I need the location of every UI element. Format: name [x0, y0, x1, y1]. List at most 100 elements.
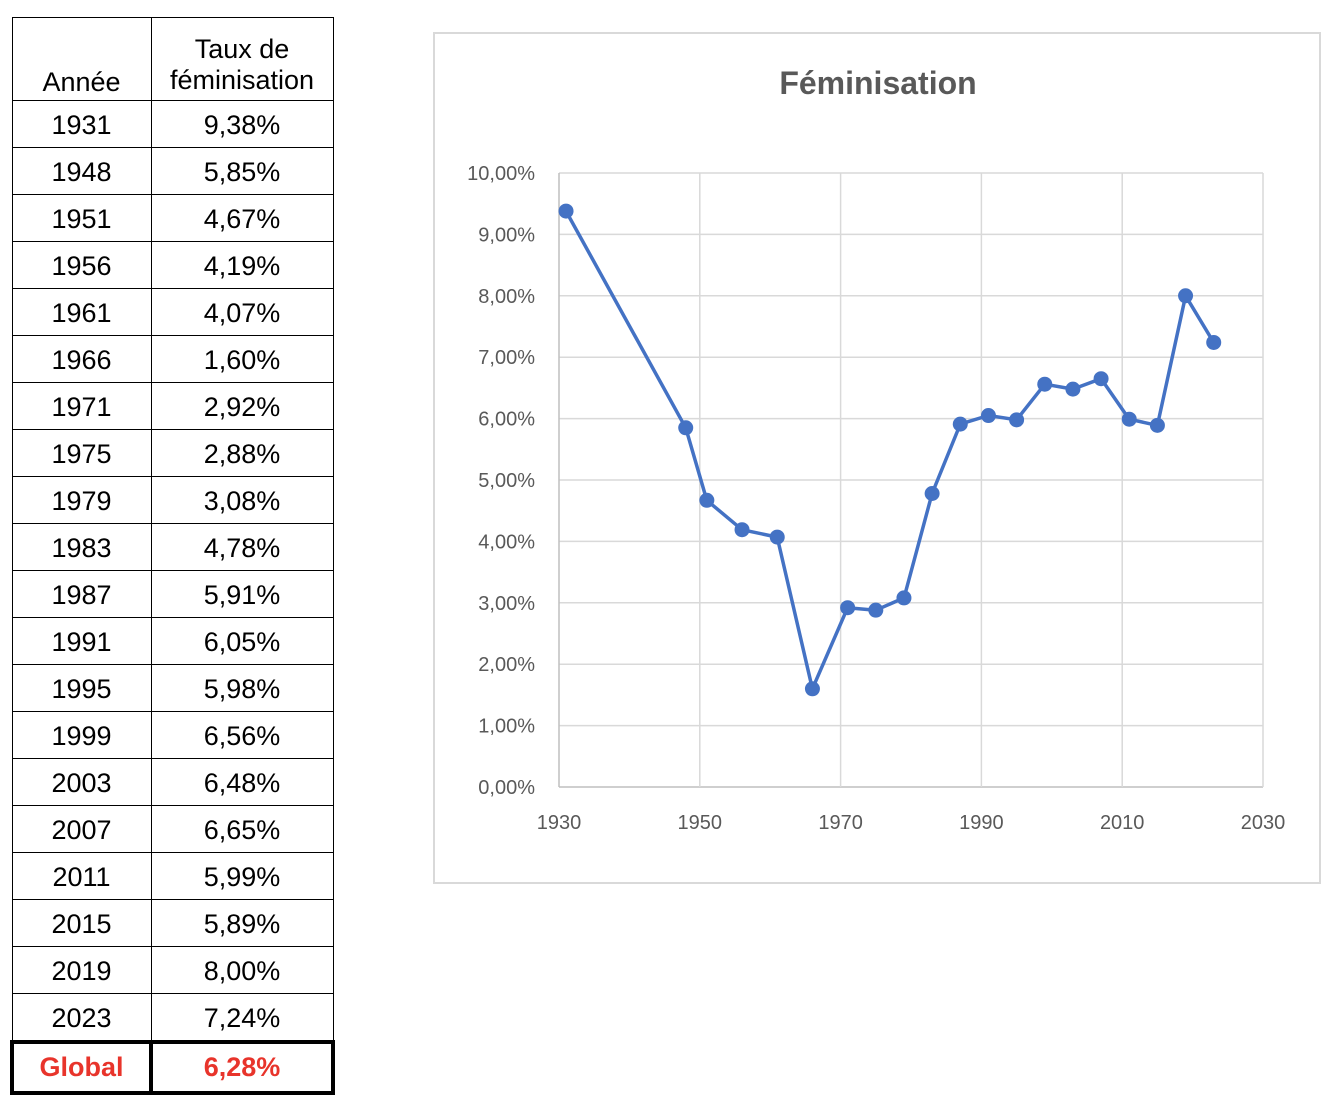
- table-row: 2007 6,65%: [11, 805, 334, 853]
- table-row: 1995 5,98%: [11, 664, 334, 712]
- cell-rate: 8,00%: [150, 946, 334, 994]
- header-rate-line1: Taux de: [194, 33, 290, 64]
- data-point: [699, 492, 715, 508]
- cell-year: 1995: [11, 664, 152, 712]
- cell-year: 1991: [11, 617, 152, 665]
- cell-rate: 4,07%: [150, 288, 334, 336]
- table-row: 1931 9,38%: [11, 100, 334, 148]
- table-row: 2011 5,99%: [11, 852, 334, 900]
- y-tick-label: 5,00%: [478, 470, 535, 492]
- table-row: 1979 3,08%: [11, 476, 334, 524]
- cell-rate: 4,67%: [150, 194, 334, 242]
- data-point: [1121, 411, 1137, 427]
- cell-year: 1951: [11, 194, 152, 242]
- cell-rate: 1,60%: [150, 335, 334, 383]
- cell-rate: 9,38%: [150, 100, 334, 148]
- table-row: 1975 2,88%: [11, 429, 334, 477]
- table-header-row: Année Taux de féminisation: [11, 17, 334, 101]
- y-tick-label: 4,00%: [478, 531, 535, 553]
- data-point: [840, 600, 856, 616]
- cell-year: 1948: [11, 147, 152, 195]
- y-tick-label: 0,00%: [478, 777, 535, 799]
- table-row: 2015 5,89%: [11, 899, 334, 947]
- cell-year: 2015: [11, 899, 152, 947]
- table-row: 2023 7,24%: [11, 993, 334, 1043]
- x-tick-label: 1970: [818, 812, 863, 834]
- table-row: 1983 4,78%: [11, 523, 334, 571]
- cell-rate: 5,85%: [150, 147, 334, 195]
- x-tick-label: 1930: [537, 812, 582, 834]
- table-row: 2019 8,00%: [11, 946, 334, 994]
- data-point: [734, 522, 750, 538]
- global-row: Global 6,28%: [10, 1040, 335, 1095]
- cell-year: 1931: [11, 100, 152, 148]
- table-row: 1956 4,19%: [11, 241, 334, 289]
- x-tick-label: 1950: [678, 812, 723, 834]
- data-point: [678, 420, 694, 436]
- data-table: Année Taux de féminisation 1931 9,38% 1948…: [10, 17, 335, 1095]
- cell-rate: 5,91%: [150, 570, 334, 618]
- cell-rate: 5,89%: [150, 899, 334, 947]
- table-row: 1948 5,85%: [11, 147, 334, 195]
- data-point: [1065, 381, 1081, 397]
- cell-rate: 4,78%: [150, 523, 334, 571]
- data-point: [1093, 371, 1109, 387]
- cell-rate: 6,05%: [150, 617, 334, 665]
- data-point: [868, 602, 884, 618]
- data-point: [1149, 417, 1165, 433]
- cell-rate: 6,65%: [150, 805, 334, 853]
- global-rate: 6,28%: [149, 1040, 335, 1095]
- cell-rate: 5,99%: [150, 852, 334, 900]
- cell-year: 1966: [11, 335, 152, 383]
- table-row: 1987 5,91%: [11, 570, 334, 618]
- cell-year: 2007: [11, 805, 152, 853]
- table-row: 1971 2,92%: [11, 382, 334, 430]
- chart-svg: Féminisation 0,00% 1,00% 2,00% 3,00% 4,00% 5,…: [467, 65, 1285, 834]
- cell-year: 1971: [11, 382, 152, 430]
- header-year: Année: [11, 17, 152, 101]
- data-point: [1178, 288, 1194, 304]
- y-tick-label: 3,00%: [478, 593, 535, 615]
- x-tick-label: 2030: [1241, 812, 1286, 834]
- table-row: 1966 1,60%: [11, 335, 334, 383]
- cell-year: 1961: [11, 288, 152, 336]
- table-row: 1999 6,56%: [11, 711, 334, 759]
- cell-year: 2023: [11, 993, 152, 1043]
- cell-year: 2019: [11, 946, 152, 994]
- cell-rate: 2,92%: [150, 382, 334, 430]
- x-tick-label: 2010: [1100, 812, 1145, 834]
- data-point: [952, 416, 968, 432]
- cell-rate: 5,98%: [150, 664, 334, 712]
- y-tick-label: 6,00%: [478, 409, 535, 431]
- header-rate: Taux de féminisation: [150, 17, 334, 101]
- x-tick-label: 1990: [959, 812, 1004, 834]
- axis-layer: 0,00% 1,00% 2,00% 3,00% 4,00% 5,00% 6,00% 7,00%…: [467, 163, 1285, 834]
- table-row: 1991 6,05%: [11, 617, 334, 665]
- data-point: [980, 408, 996, 424]
- data-point: [924, 486, 940, 502]
- series-line: [564, 210, 1216, 691]
- y-tick-label: 2,00%: [478, 654, 535, 676]
- cell-year: 2011: [11, 852, 152, 900]
- grid-layer: [558, 172, 1264, 788]
- chart-area: Féminisation 0,00% 1,00% 2,00% 3,00% 4,00% 5,…: [433, 32, 1321, 884]
- data-point: [1206, 334, 1222, 350]
- y-tick-label: 9,00%: [478, 224, 535, 246]
- cell-year: 1956: [11, 241, 152, 289]
- data-point: [558, 203, 574, 219]
- global-label: Global: [10, 1040, 153, 1095]
- cell-year: 1999: [11, 711, 152, 759]
- table-row: 1961 4,07%: [11, 288, 334, 336]
- cell-rate: 6,56%: [150, 711, 334, 759]
- chart-title: Féminisation: [779, 65, 976, 101]
- cell-year: 1975: [11, 429, 152, 477]
- table-body: 1931 9,38% 1948 5,85% 1951 4,67% 1956 4,19% 1961…: [11, 100, 334, 1043]
- cell-rate: 3,08%: [150, 476, 334, 524]
- data-point: [1009, 412, 1025, 428]
- data-point: [896, 590, 912, 606]
- data-point: [1037, 376, 1053, 392]
- cell-rate: 4,19%: [150, 241, 334, 289]
- cell-rate: 6,48%: [150, 758, 334, 806]
- cell-rate: 7,24%: [150, 993, 334, 1043]
- y-tick-label: 10,00%: [467, 163, 535, 185]
